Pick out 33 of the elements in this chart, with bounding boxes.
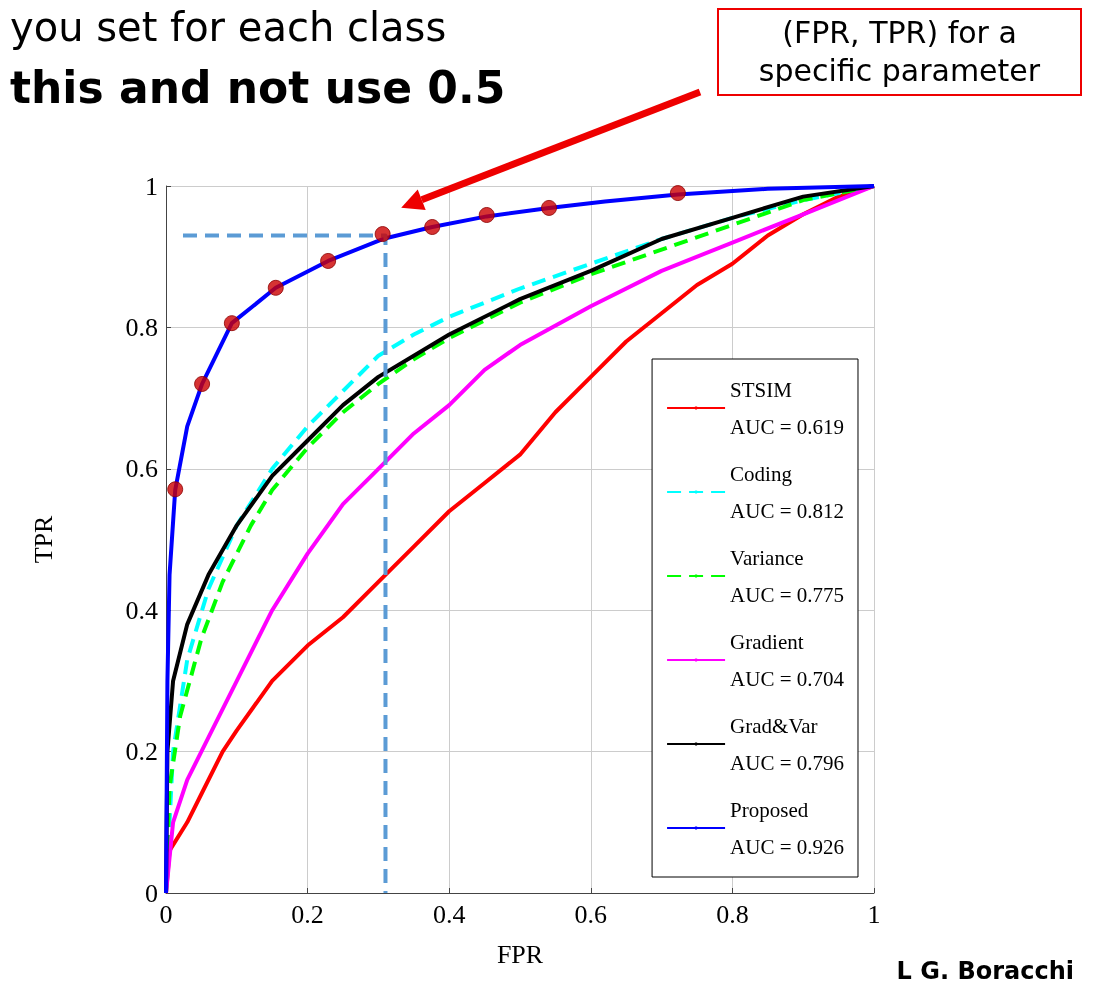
point — [320, 252, 337, 269]
point — [194, 375, 211, 392]
y-tick-label: 0.2 — [125, 737, 158, 767]
text: L G. Boracchi — [896, 957, 1074, 985]
y-tick-label: 1 — [145, 171, 158, 201]
point — [374, 226, 391, 243]
text: (FPR, TPR) for a specific parameter — [717, 8, 1082, 96]
point — [669, 185, 686, 202]
legend-label: Grad&Var AUC = 0.796 — [730, 713, 845, 775]
y-tick-label: 0.8 — [125, 312, 158, 342]
y-tick-label: 0 — [145, 878, 158, 908]
y-tick-label: 0.6 — [125, 454, 158, 484]
x-tick-label: 0.6 — [574, 899, 608, 929]
point — [424, 219, 441, 235]
point — [541, 199, 558, 216]
legend-label: Gradient AUC = 0.704 — [730, 629, 845, 691]
y-tick-label: 0.4 — [125, 595, 158, 625]
legend-label: Coding AUC = 0.812 — [730, 461, 845, 523]
text: this and not use 0.5 — [10, 62, 506, 113]
legend-label: Variance AUC = 0.775 — [730, 545, 845, 607]
text: you set for each class — [10, 4, 447, 50]
x-axis-title: FPR — [496, 939, 544, 969]
y-axis-title: TPR — [28, 515, 58, 564]
point — [223, 315, 240, 332]
point — [478, 206, 495, 223]
x-tick-label: 0.2 — [291, 899, 324, 929]
legend-label: Proposed AUC = 0.926 — [730, 797, 845, 859]
point — [267, 279, 284, 296]
x-tick-label: 0.4 — [432, 899, 466, 929]
x-tick-label: 1 — [867, 899, 881, 929]
legend-label: STSIM AUC = 0.619 — [730, 377, 845, 439]
point — [167, 481, 184, 498]
x-tick-label: 0.8 — [716, 899, 749, 929]
